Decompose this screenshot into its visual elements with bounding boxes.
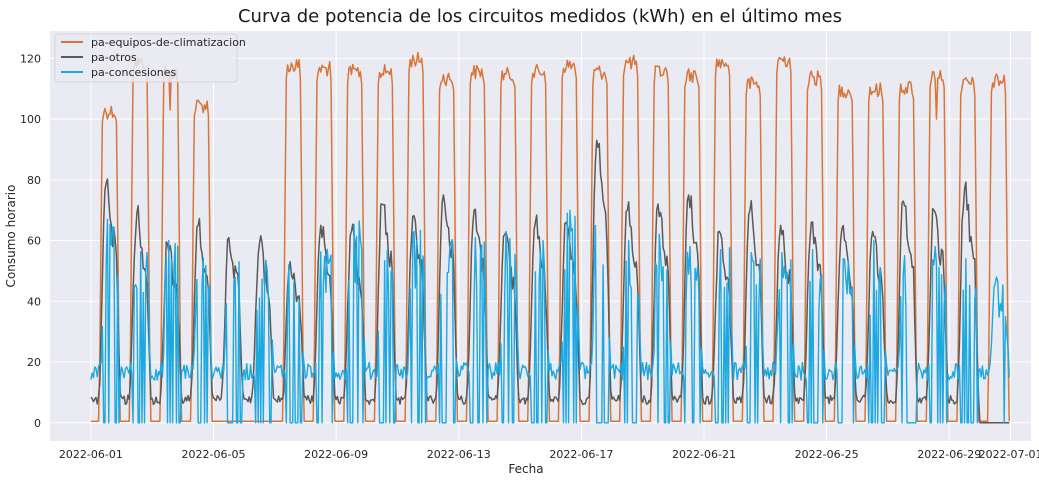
x-tick-label: 2022-06-01 — [59, 448, 123, 461]
y-tick-label: 100 — [20, 113, 41, 126]
y-tick-label: 80 — [27, 174, 41, 187]
y-tick-label: 60 — [27, 235, 41, 248]
y-tick-label: 0 — [34, 417, 41, 430]
y-tick-label: 20 — [27, 356, 41, 369]
y-tick-label: 40 — [27, 295, 41, 308]
y-tick-label: 120 — [20, 52, 41, 65]
x-tick-label: 2022-06-05 — [182, 448, 246, 461]
x-tick-label: 2022-06-29 — [917, 448, 981, 461]
legend: pa-equipos-de-climatizacion pa-otros pa-… — [54, 33, 246, 83]
x-tick-label: 2022-07-01 — [979, 448, 1039, 461]
x-tick-label: 2022-06-21 — [672, 448, 736, 461]
x-tick-label: 2022-06-17 — [549, 448, 613, 461]
chart-title: Curva de potencia de los circuitos medid… — [238, 6, 842, 27]
series-layer — [90, 51, 1011, 424]
legend-box — [54, 33, 238, 83]
legend-label-concesiones: pa-concesiones — [91, 66, 177, 79]
legend-label-otros: pa-otros — [91, 51, 137, 64]
tick-layer: 0 20 40 60 80 100 120 2022-06-01 2022-06-05 2022-… — [20, 52, 1039, 461]
legend-label-climatizacion: pa-equipos-de-climatizacion — [91, 36, 246, 49]
y-axis-label: Consumo horario — [4, 185, 18, 288]
series-line-pa-concesiones — [90, 209, 1010, 424]
x-tick-label: 2022-06-13 — [427, 448, 491, 461]
x-tick-label: 2022-06-25 — [795, 448, 859, 461]
series-line-pa-equipos-de-climatizacion — [90, 51, 1011, 423]
x-tick-label: 2022-06-09 — [304, 448, 368, 461]
series-line-pa-otros — [90, 139, 1010, 424]
x-axis-label: Fecha — [508, 462, 543, 476]
